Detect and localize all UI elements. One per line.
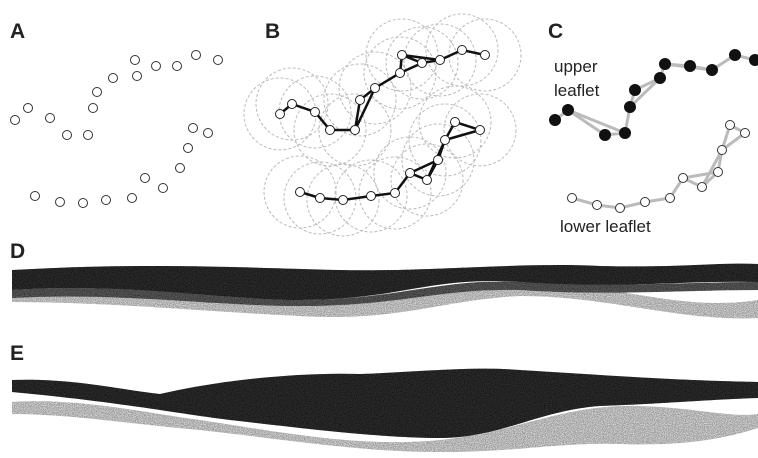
node bbox=[339, 196, 348, 205]
lipid-lower bbox=[616, 204, 625, 213]
lipid-lower bbox=[714, 168, 723, 177]
node bbox=[418, 59, 427, 68]
dot bbox=[128, 194, 137, 203]
lipid-lower bbox=[718, 146, 727, 155]
node bbox=[441, 136, 450, 145]
lipid-upper bbox=[685, 61, 696, 72]
lipid-lower bbox=[679, 174, 688, 183]
node bbox=[326, 126, 335, 135]
dot bbox=[84, 131, 93, 140]
node bbox=[288, 100, 297, 109]
lipid-upper bbox=[625, 102, 636, 113]
node bbox=[423, 176, 432, 185]
dot bbox=[184, 144, 193, 153]
dot bbox=[63, 131, 72, 140]
dot bbox=[79, 199, 88, 208]
dot bbox=[176, 164, 185, 173]
lipid-lower bbox=[641, 198, 650, 207]
dot bbox=[24, 104, 33, 113]
lipid-lower bbox=[568, 194, 577, 203]
node bbox=[367, 192, 376, 201]
dot bbox=[189, 124, 198, 133]
lipid-upper bbox=[730, 50, 741, 61]
dot bbox=[173, 62, 182, 71]
node bbox=[351, 126, 360, 135]
node bbox=[458, 46, 467, 55]
figure: A B C D E upper leaflet lower leaflet bbox=[0, 0, 758, 458]
lipid-upper bbox=[563, 105, 574, 116]
lipid-lower bbox=[593, 201, 602, 210]
node bbox=[316, 194, 325, 203]
dot bbox=[46, 114, 55, 123]
lipid-lower bbox=[666, 194, 675, 203]
lipid-upper bbox=[600, 130, 611, 141]
dot bbox=[93, 88, 102, 97]
node bbox=[356, 96, 365, 105]
panel-label: C bbox=[548, 20, 563, 43]
lipid-upper bbox=[630, 85, 641, 96]
dot bbox=[192, 51, 201, 60]
node bbox=[311, 108, 320, 117]
lipid-lower bbox=[741, 129, 750, 138]
lipid-upper bbox=[655, 73, 666, 84]
dot bbox=[133, 72, 142, 81]
node bbox=[296, 188, 305, 197]
dot bbox=[56, 198, 65, 207]
annotation: upper bbox=[554, 57, 598, 76]
node bbox=[481, 51, 490, 60]
node bbox=[406, 169, 415, 178]
panel-label: B bbox=[265, 20, 280, 43]
dot bbox=[152, 62, 161, 71]
lipid-upper bbox=[750, 55, 758, 66]
dot bbox=[159, 184, 168, 193]
lipid-upper bbox=[707, 65, 718, 76]
node bbox=[451, 118, 460, 127]
dot bbox=[89, 104, 98, 113]
node bbox=[434, 156, 443, 165]
dot bbox=[141, 174, 150, 183]
node bbox=[276, 110, 285, 119]
node bbox=[371, 84, 380, 93]
dot bbox=[31, 192, 40, 201]
node bbox=[476, 126, 485, 135]
dot bbox=[204, 129, 213, 138]
dot bbox=[11, 116, 20, 125]
panel-label: A bbox=[10, 20, 25, 43]
drawing bbox=[11, 14, 758, 236]
node bbox=[396, 69, 405, 78]
lipid-lower bbox=[698, 183, 707, 192]
node bbox=[391, 189, 400, 198]
membrane-e bbox=[12, 369, 758, 452]
dot bbox=[109, 74, 118, 83]
membrane-d bbox=[12, 264, 758, 319]
dot bbox=[214, 56, 223, 65]
panel-label: E bbox=[10, 342, 24, 365]
annotation: leaflet bbox=[554, 81, 600, 100]
lipid-upper bbox=[660, 59, 671, 70]
panel-label: D bbox=[10, 240, 25, 263]
node bbox=[436, 56, 445, 65]
dot bbox=[102, 196, 111, 205]
leaflet-edge bbox=[572, 125, 745, 208]
dot bbox=[131, 56, 140, 65]
lipid-upper bbox=[620, 128, 631, 139]
annotation: lower leaflet bbox=[560, 217, 651, 236]
node bbox=[398, 51, 407, 60]
lipid-upper bbox=[550, 115, 561, 126]
lipid-lower bbox=[726, 121, 735, 130]
